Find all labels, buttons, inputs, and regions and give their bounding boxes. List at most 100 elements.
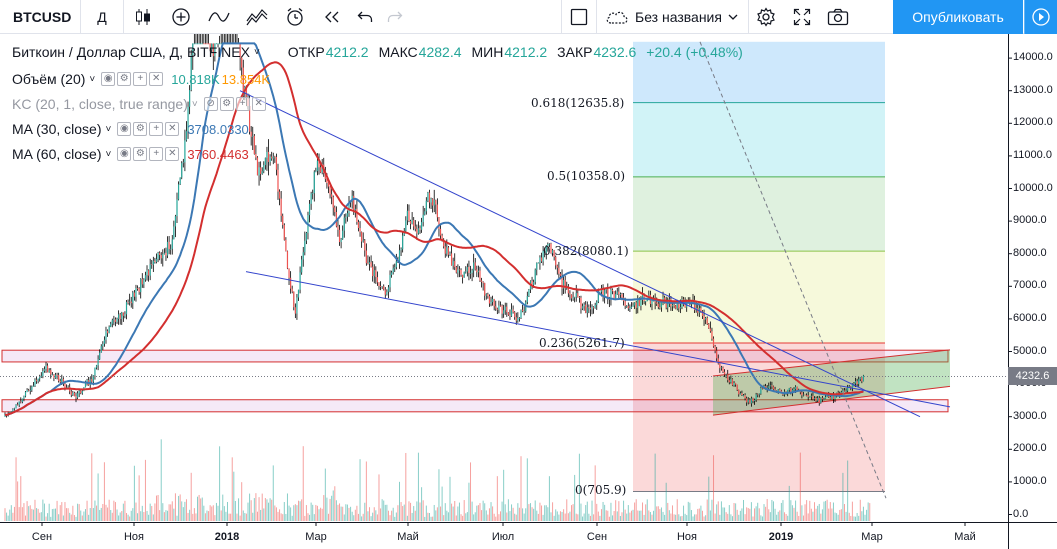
candle-body xyxy=(266,151,268,158)
symbol-search[interactable]: BTCUSD xyxy=(13,8,72,25)
add-indicator-icon[interactable] xyxy=(162,0,200,34)
plus-icon[interactable]: + xyxy=(149,122,164,136)
candle-body xyxy=(105,330,107,340)
indicator-name[interactable]: MA (30, close) xyxy=(12,121,102,137)
volume-bar xyxy=(102,504,104,521)
volume-bar xyxy=(272,465,274,521)
candle-body xyxy=(108,326,110,334)
settings-icon[interactable] xyxy=(749,0,783,34)
volume-bar xyxy=(503,469,505,521)
plus-icon[interactable]: + xyxy=(235,97,250,111)
candle-body xyxy=(551,250,554,254)
gear-icon[interactable]: ⚙ xyxy=(117,72,132,86)
chart-canvas[interactable] xyxy=(0,34,1057,549)
chevron-down-icon[interactable]: ˅ xyxy=(89,73,96,85)
redo-icon[interactable] xyxy=(380,0,410,34)
snapshot-icon[interactable] xyxy=(821,0,855,34)
chevron-down-icon[interactable]: ˅ xyxy=(191,98,198,110)
close-icon[interactable]: ✕ xyxy=(149,72,164,86)
chevron-down-icon[interactable]: ˅ xyxy=(105,148,112,160)
expand-icon[interactable] xyxy=(783,0,821,34)
compare-icon[interactable] xyxy=(200,0,238,34)
candle-body xyxy=(733,382,735,386)
candle-body xyxy=(338,229,341,243)
publish-button[interactable]: Опубликовать xyxy=(893,0,1023,34)
indicator-name[interactable]: MA (60, close) xyxy=(12,146,102,162)
candle-body xyxy=(728,380,730,383)
candle-body xyxy=(288,268,290,278)
volume-bar xyxy=(616,511,618,521)
candle-body xyxy=(564,279,566,289)
plus-icon[interactable]: + xyxy=(149,147,164,161)
indicator-name[interactable]: Объём (20) xyxy=(12,71,86,87)
volume-bar xyxy=(511,504,513,521)
fib-level-label: 0.5(10358.0) xyxy=(547,169,626,183)
volume-bar xyxy=(585,505,587,521)
close-icon[interactable]: ✕ xyxy=(251,97,266,111)
volume-bar xyxy=(312,504,314,521)
chevron-down-icon[interactable]: ˅ xyxy=(105,123,112,135)
volume-bar xyxy=(629,512,631,521)
publish-menu-button[interactable] xyxy=(1024,0,1057,34)
candle-body xyxy=(275,156,278,170)
chart-area[interactable]: Биткоин / Доллар США, Д, BITFINEX ˅ ОТКР… xyxy=(0,34,1057,549)
gear-icon[interactable]: ⚙ xyxy=(133,147,148,161)
replay-icon[interactable] xyxy=(314,0,350,34)
volume-bar xyxy=(432,516,434,521)
volume-bar xyxy=(386,504,388,521)
indicator-name[interactable]: KC (20, 1, close, true range) xyxy=(12,96,188,112)
candles-icon[interactable] xyxy=(124,0,162,34)
eye-icon[interactable]: ◉ xyxy=(117,147,132,161)
candle-body xyxy=(291,288,293,292)
volume-bar xyxy=(399,481,400,521)
candle-body xyxy=(20,401,22,403)
alert-icon[interactable] xyxy=(276,0,314,34)
candle-body xyxy=(465,271,467,273)
candle-body xyxy=(146,270,148,276)
layout-name-button[interactable]: Без названия xyxy=(597,0,748,34)
interval-button[interactable]: Д xyxy=(97,8,107,25)
volume-bar xyxy=(119,512,121,521)
candle-body xyxy=(574,297,576,298)
ohlc-high-label: МАКС xyxy=(378,44,418,60)
volume-bar xyxy=(332,490,334,521)
undo-icon[interactable] xyxy=(350,0,380,34)
gear-icon[interactable]: ⚙ xyxy=(219,97,234,111)
close-icon[interactable]: ✕ xyxy=(165,122,180,136)
candle-body xyxy=(253,135,255,155)
candle-body xyxy=(799,390,801,393)
gear-icon[interactable]: ⚙ xyxy=(133,122,148,136)
candle-body xyxy=(212,43,214,57)
indicators-icon[interactable] xyxy=(238,0,276,34)
volume-bar xyxy=(785,514,787,521)
candle-body xyxy=(788,388,790,390)
volume-bar xyxy=(342,506,344,521)
volume-bar xyxy=(714,513,716,521)
volume-bar xyxy=(744,514,746,521)
candle-body xyxy=(64,383,66,388)
eye-off-icon[interactable]: ⊘ xyxy=(203,97,218,111)
volume-bar xyxy=(716,504,718,521)
volume-bar xyxy=(615,500,617,521)
candle-body xyxy=(496,308,498,310)
main-series-title[interactable]: Биткоин / Доллар США, Д, BITFINEX xyxy=(12,44,250,60)
volume-bar xyxy=(755,506,757,521)
candle-body xyxy=(320,167,322,173)
fib-zone xyxy=(633,41,885,103)
eye-icon[interactable]: ◉ xyxy=(101,72,116,86)
candle-body xyxy=(711,331,713,339)
candle-body xyxy=(81,390,83,394)
chevron-down-icon[interactable]: ˅ xyxy=(253,46,260,58)
eye-icon[interactable]: ◉ xyxy=(117,122,132,136)
volume-bar xyxy=(143,512,145,521)
close-icon[interactable]: ✕ xyxy=(165,147,180,161)
fullscreen-layout-icon[interactable] xyxy=(562,0,596,34)
volume-bar xyxy=(184,501,186,521)
volume-bar xyxy=(62,515,64,521)
candle-body xyxy=(503,310,505,314)
volume-bar xyxy=(252,512,254,521)
volume-bar xyxy=(77,503,79,521)
plus-icon[interactable]: + xyxy=(133,72,148,86)
candle-body xyxy=(40,376,42,377)
volume-bar xyxy=(329,498,331,521)
